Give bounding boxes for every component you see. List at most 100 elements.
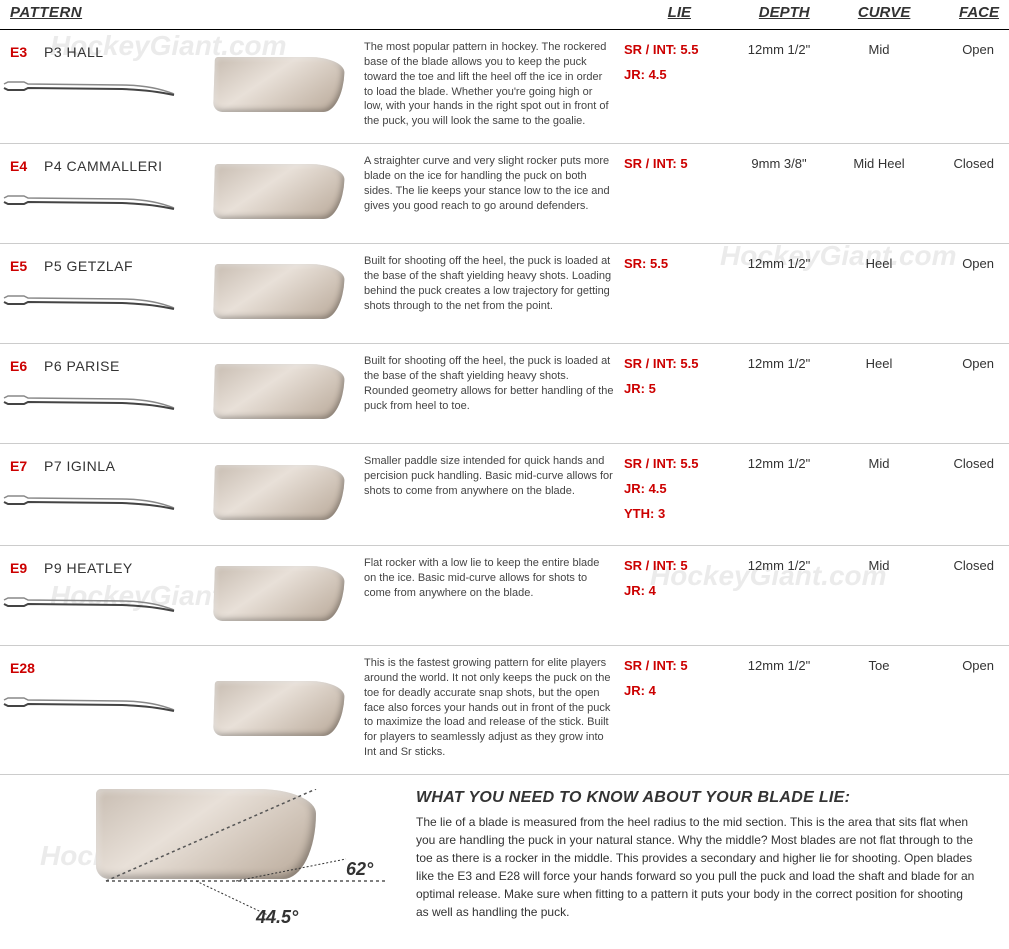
- face-value: Closed: [924, 556, 994, 631]
- lie-entry: JR: 4.5: [624, 481, 724, 496]
- header-depth: DEPTH: [729, 4, 839, 21]
- lie-entry: YTH: 3: [624, 506, 724, 521]
- column-headers: PATTERN LIE DEPTH CURVE FACE: [0, 0, 1009, 30]
- pattern-description: Built for shooting off the heel, the puc…: [364, 354, 624, 429]
- pattern-row: E6P6 PARISEBuilt for shooting off the he…: [0, 344, 1009, 444]
- face-value: Open: [924, 254, 994, 329]
- curve-value: Mid: [834, 556, 924, 631]
- lie-value: 5: [680, 156, 687, 171]
- face-value: Open: [924, 354, 994, 429]
- pattern-row: E9P9 HEATLEYFlat rocker with a low lie t…: [0, 546, 1009, 646]
- pattern-row: E3P3 HALLThe most popular pattern in hoc…: [0, 30, 1009, 144]
- lie-entry: SR / INT: 5.5: [624, 456, 724, 471]
- pattern-name: P4 CAMMALLERI: [44, 154, 194, 229]
- lie-value: 4: [649, 583, 656, 598]
- header-pattern: PATTERN: [10, 4, 629, 21]
- footer-blade-diagram: 62° 44.5°: [16, 789, 416, 929]
- blade-side-profile: [2, 392, 177, 410]
- pattern-description: This is the fastest growing pattern for …: [364, 656, 624, 760]
- header-lie: LIE: [629, 4, 729, 21]
- lie-column: SR / INT: 5 JR: 4: [624, 656, 724, 760]
- lie-label: SR / INT:: [624, 42, 677, 57]
- lie-value: 5: [680, 558, 687, 573]
- lie-entry: SR / INT: 5.5: [624, 356, 724, 371]
- curve-value: Mid Heel: [834, 154, 924, 229]
- depth-value: 12mm 1/2": [724, 656, 834, 760]
- blade-face-image: [194, 154, 364, 229]
- lie-value: 3: [658, 506, 665, 521]
- lie-label: SR / INT:: [624, 456, 677, 471]
- header-curve: CURVE: [839, 4, 929, 21]
- blade-shape: [213, 57, 345, 112]
- lie-value: 5: [649, 381, 656, 396]
- pattern-row: E7P7 IGINLASmaller paddle size intended …: [0, 444, 1009, 546]
- depth-value: 12mm 1/2": [724, 454, 834, 531]
- blade-face-image: [194, 556, 364, 631]
- face-value: Open: [924, 656, 994, 760]
- blade-face-image: [194, 454, 364, 531]
- blade-shape: [213, 364, 345, 419]
- lie-entry: SR / INT: 5: [624, 558, 724, 573]
- curve-value: Heel: [834, 254, 924, 329]
- blade-shape: [213, 566, 345, 621]
- blade-face-image: [194, 40, 364, 129]
- lie-entry: SR: 5.5: [624, 256, 724, 271]
- curve-value: Toe: [834, 656, 924, 760]
- lie-label: SR / INT:: [624, 356, 677, 371]
- lie-value: 5.5: [680, 42, 698, 57]
- pattern-name: [44, 656, 194, 760]
- angle-upper: 62°: [346, 859, 373, 880]
- pattern-description: Built for shooting off the heel, the puc…: [364, 254, 624, 329]
- face-value: Closed: [924, 154, 994, 229]
- depth-value: 12mm 1/2": [724, 354, 834, 429]
- lie-column: SR / INT: 5.5JR: 5: [624, 354, 724, 429]
- lie-entry: JR: 4: [624, 583, 724, 598]
- depth-value: 9mm 3/8": [724, 154, 834, 229]
- lie-label: JR:: [624, 583, 645, 598]
- lie-value: 5.5: [680, 456, 698, 471]
- lie-column: SR / INT: 5: [624, 154, 724, 229]
- lie-label: SR / INT:: [624, 658, 677, 673]
- lie-label: SR / INT:: [624, 156, 677, 171]
- lie-entry: JR: 4: [624, 683, 724, 698]
- pattern-description: The most popular pattern in hockey. The …: [364, 40, 624, 129]
- pattern-description: A straighter curve and very slight rocke…: [364, 154, 624, 229]
- footer-title: WHAT YOU NEED TO KNOW ABOUT YOUR BLADE L…: [416, 789, 976, 807]
- lie-value: 4.5: [649, 481, 667, 496]
- pattern-name: P6 PARISE: [44, 354, 194, 429]
- face-value: Closed: [924, 454, 994, 531]
- lie-label: SR:: [624, 256, 646, 271]
- face-value: Open: [924, 40, 994, 129]
- lie-value: 5.5: [680, 356, 698, 371]
- lie-value: 5: [680, 658, 687, 673]
- blade-side-profile: [2, 492, 177, 510]
- blade-side-profile: [2, 594, 177, 612]
- depth-value: 12mm 1/2": [724, 40, 834, 129]
- footer-body: The lie of a blade is measured from the …: [416, 813, 976, 921]
- curve-value: Mid: [834, 40, 924, 129]
- lie-value: 5.5: [650, 256, 668, 271]
- lie-label: SR / INT:: [624, 558, 677, 573]
- footer-section: 62° 44.5° WHAT YOU NEED TO KNOW ABOUT YO…: [0, 775, 1009, 949]
- curve-value: Mid: [834, 454, 924, 531]
- depth-value: 12mm 1/2": [724, 254, 834, 329]
- blade-face-image: [194, 354, 364, 429]
- blade-side-profile: [2, 78, 177, 96]
- blade-side-profile: [2, 192, 177, 210]
- pattern-name: P3 HALL: [44, 40, 194, 129]
- blade-shape: [213, 681, 345, 736]
- pattern-row: E5P5 GETZLAFBuilt for shooting off the h…: [0, 244, 1009, 344]
- pattern-name: P9 HEATLEY: [44, 556, 194, 631]
- header-face: FACE: [929, 4, 999, 21]
- blade-shape: [213, 164, 345, 219]
- pattern-name: P7 IGINLA: [44, 454, 194, 531]
- lie-column: SR: 5.5: [624, 254, 724, 329]
- pattern-description: Smaller paddle size intended for quick h…: [364, 454, 624, 531]
- lie-column: SR / INT: 5.5 JR: 4.5 YTH: 3: [624, 454, 724, 531]
- angle-lower: 44.5°: [256, 907, 298, 928]
- lie-value: 4.5: [649, 67, 667, 82]
- blade-shape: [213, 264, 345, 319]
- pattern-row: E4P4 CAMMALLERIA straighter curve and ve…: [0, 144, 1009, 244]
- lie-entry: SR / INT: 5: [624, 658, 724, 673]
- lie-label: YTH:: [624, 506, 654, 521]
